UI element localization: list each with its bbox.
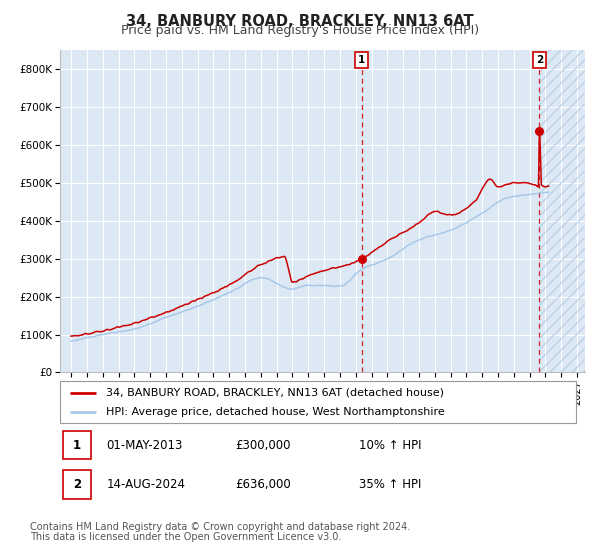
FancyBboxPatch shape [62,470,91,499]
Text: This data is licensed under the Open Government Licence v3.0.: This data is licensed under the Open Gov… [30,532,341,542]
Text: 35% ↑ HPI: 35% ↑ HPI [359,478,422,491]
Text: Contains HM Land Registry data © Crown copyright and database right 2024.: Contains HM Land Registry data © Crown c… [30,522,410,532]
Text: 34, BANBURY ROAD, BRACKLEY, NN13 6AT: 34, BANBURY ROAD, BRACKLEY, NN13 6AT [126,14,474,29]
Text: 34, BANBURY ROAD, BRACKLEY, NN13 6AT (detached house): 34, BANBURY ROAD, BRACKLEY, NN13 6AT (de… [106,388,445,398]
Bar [539,50,585,372]
Text: 2: 2 [536,55,543,65]
Text: 01-MAY-2013: 01-MAY-2013 [106,438,183,452]
Text: 2: 2 [73,478,81,491]
Text: 1: 1 [358,55,365,65]
Text: 1: 1 [73,438,81,452]
Text: Price paid vs. HM Land Registry's House Price Index (HPI): Price paid vs. HM Land Registry's House … [121,24,479,37]
FancyBboxPatch shape [60,381,576,423]
Text: 10% ↑ HPI: 10% ↑ HPI [359,438,422,452]
FancyBboxPatch shape [62,431,91,459]
Text: 14-AUG-2024: 14-AUG-2024 [106,478,185,491]
Text: HPI: Average price, detached house, West Northamptonshire: HPI: Average price, detached house, West… [106,407,445,417]
Text: £636,000: £636,000 [235,478,291,491]
Text: £300,000: £300,000 [235,438,291,452]
Bar [539,50,585,372]
